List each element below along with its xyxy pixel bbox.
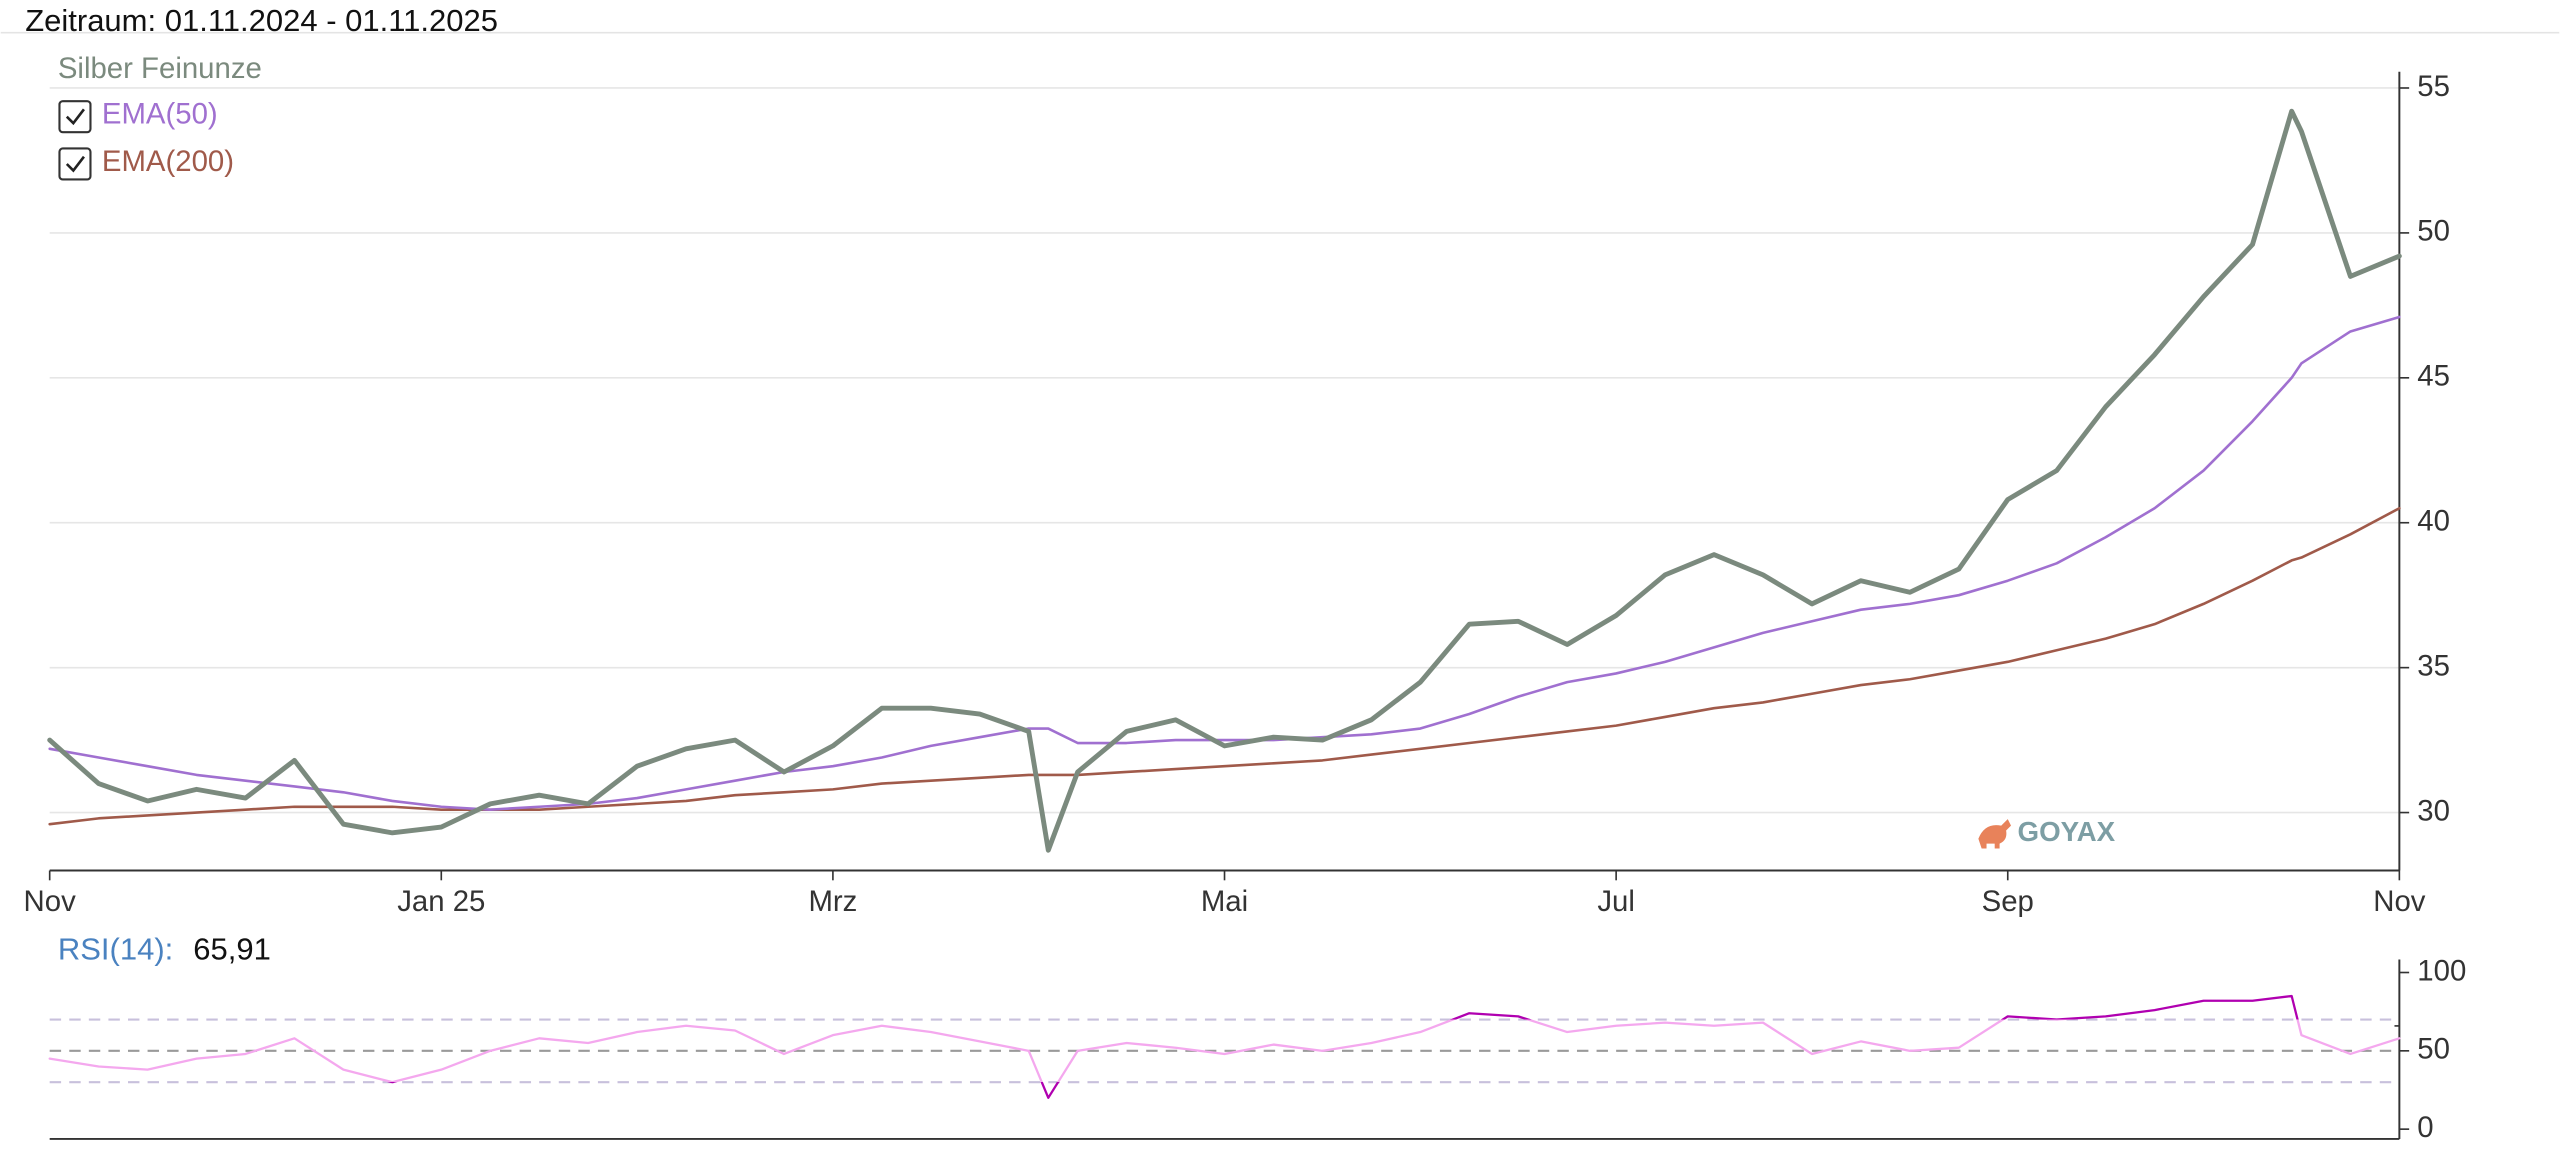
legend-label[interactable]: EMA(200) bbox=[102, 145, 234, 178]
watermark-icon bbox=[1978, 819, 2012, 849]
x-tick-label: Sep bbox=[1982, 885, 2034, 918]
series-title: Silber Feinunze bbox=[58, 52, 262, 85]
series-line bbox=[48, 506, 2401, 826]
legend-item[interactable]: EMA(200) bbox=[58, 145, 234, 181]
y-tick-label: 55 bbox=[2417, 70, 2450, 103]
legend: Silber Feinunze EMA(50) EMA(200) bbox=[58, 52, 262, 181]
legend-label[interactable]: EMA(50) bbox=[102, 98, 218, 131]
checkmark bbox=[65, 108, 85, 126]
y-tick-label: 50 bbox=[2417, 1033, 2450, 1066]
legend-checkbox[interactable] bbox=[58, 100, 92, 134]
x-tick-label: Nov bbox=[2373, 885, 2426, 918]
y-tick-label: 40 bbox=[2417, 504, 2450, 537]
checkmark bbox=[65, 155, 85, 173]
y-tick-label: 45 bbox=[2417, 360, 2450, 393]
rsi-label: RSI(14): bbox=[58, 931, 173, 966]
watermark: GOYAX bbox=[1978, 816, 2116, 849]
y-tick-label: 35 bbox=[2417, 649, 2450, 682]
y-tick-label: 0 bbox=[2417, 1111, 2433, 1144]
series-line bbox=[48, 315, 2401, 811]
series-line bbox=[47, 108, 2402, 853]
y-tick-label: 50 bbox=[2417, 215, 2450, 248]
legend-item[interactable]: EMA(50) bbox=[58, 98, 218, 134]
x-tick-label: Mai bbox=[1201, 885, 1248, 918]
x-tick-label: Jan 25 bbox=[397, 885, 485, 918]
legend-checkbox[interactable] bbox=[58, 147, 92, 181]
x-tick-label: Nov bbox=[24, 885, 77, 918]
x-tick-label: Mrz bbox=[808, 885, 857, 918]
x-tick-label: Jul bbox=[1597, 885, 1635, 918]
y-tick-label: 100 bbox=[2417, 954, 2466, 987]
y-tick-label: 30 bbox=[2417, 794, 2450, 827]
watermark-text: GOYAX bbox=[2018, 816, 2116, 847]
rsi-value: 65,91 bbox=[193, 931, 271, 966]
series-line bbox=[48, 994, 2401, 1099]
